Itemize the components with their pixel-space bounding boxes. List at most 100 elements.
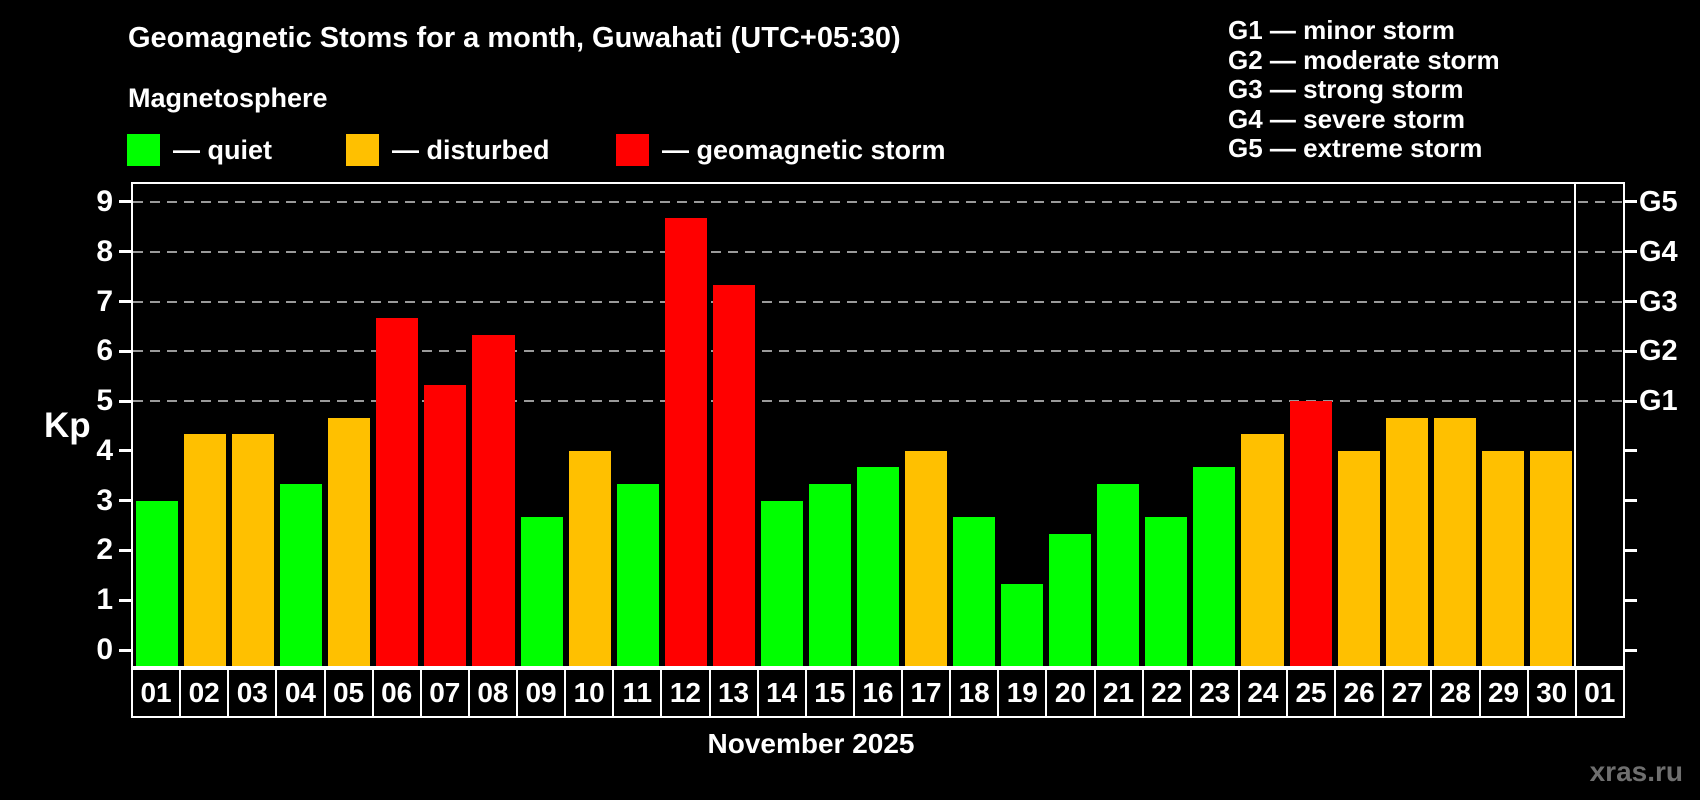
right-axis-label-g1: G1 [1639, 385, 1678, 418]
day-label-text: 30 [1536, 677, 1568, 708]
gridline-kp-8 [133, 250, 1623, 253]
plot-area: 0 1 2 3 4 5 6 7 8 9 G1 G2 G3 G4 G5 [96, 182, 1678, 668]
day-label-text: 05 [332, 677, 365, 708]
day-label-text: 25 [1295, 677, 1327, 708]
legend-label-quiet: — quiet [173, 135, 272, 165]
y-tick-label-1: 1 [96, 583, 113, 617]
legend-item-quiet: — quiet [127, 134, 272, 166]
gridline-kp-6 [133, 350, 1623, 353]
day-label-box-10: 10 [564, 668, 615, 718]
gridline-kp-7 [133, 300, 1623, 303]
kp-bar-day-01 [136, 500, 179, 666]
day-label-text: 08 [477, 677, 509, 708]
kp-bar-day-19 [1001, 583, 1044, 666]
storm-scale-line-g5: G5 — extreme storm [1228, 133, 1483, 163]
y-tick-right-0 [1625, 648, 1637, 652]
day-label-box-20: 20 [1045, 668, 1096, 718]
day-label-box-8: 08 [467, 668, 518, 718]
day-label-box-6: 06 [371, 668, 422, 718]
kp-bar-day-05 [328, 417, 371, 666]
kp-bar-day-17 [905, 450, 948, 666]
y-tick-left-8 [119, 250, 131, 254]
kp-bar-day-03 [232, 434, 275, 666]
y-tick-right-1 [1625, 598, 1637, 602]
kp-bar-day-23 [1193, 467, 1236, 666]
day-label-box-31: 01 [1574, 668, 1625, 718]
day-label-box-9: 09 [516, 668, 567, 718]
y-tick-right-7 [1625, 300, 1637, 304]
day-label-text: 16 [862, 677, 894, 708]
day-label-text: 17 [910, 677, 942, 708]
day-label-box-27: 27 [1382, 668, 1433, 718]
day-label-box-14: 14 [756, 668, 807, 718]
legend-item-disturbed: — disturbed [346, 134, 550, 166]
day-label-box-21: 21 [1093, 668, 1144, 718]
day-label-box-13: 13 [708, 668, 759, 718]
y-tick-left-0 [119, 648, 131, 652]
day-label-box-22: 22 [1141, 668, 1192, 718]
storm-scale-line-g4: G4 — severe storm [1228, 103, 1466, 134]
day-label-text: 27 [1391, 677, 1423, 708]
kp-bar-day-13 [712, 285, 755, 666]
day-label-text: 26 [1343, 677, 1375, 708]
day-label-box-5: 05 [323, 668, 374, 718]
day-label-box-24: 24 [1237, 668, 1288, 718]
kp-bar-day-21 [1097, 484, 1140, 666]
day-label-text: 07 [429, 677, 461, 708]
y-tick-left-5 [119, 399, 131, 403]
day-label-box-19: 19 [997, 668, 1048, 718]
kp-bar-day-08 [472, 334, 515, 666]
legend-swatch-disturbed [346, 134, 379, 166]
kp-bar-day-09 [520, 517, 563, 666]
y-tick-label-4: 4 [96, 433, 113, 467]
day-label-text: 24 [1247, 677, 1279, 708]
day-label-box-29: 29 [1478, 668, 1529, 718]
day-label-box-2: 02 [179, 668, 230, 718]
y-tick-left-7 [119, 300, 131, 304]
legend-label-disturbed: — disturbed [392, 135, 550, 165]
day-label-text: 28 [1439, 677, 1472, 708]
gridline-kp-9 [133, 200, 1623, 203]
day-label-box-18: 18 [949, 668, 1000, 718]
kp-bar-day-28 [1433, 417, 1476, 666]
day-label-text: 02 [188, 677, 220, 708]
day-label-box-1: 01 [131, 668, 182, 718]
day-label-text: 22 [1151, 677, 1183, 708]
y-tick-right-6 [1625, 349, 1637, 353]
day-label-box-3: 03 [227, 668, 278, 718]
kp-bar-day-29 [1481, 450, 1524, 666]
kp-bar-day-27 [1385, 417, 1428, 666]
y-tick-left-3 [119, 499, 131, 503]
day-label-box-30: 30 [1526, 668, 1577, 718]
day-label-box-4: 04 [275, 668, 326, 718]
day-label-text: 03 [236, 677, 268, 708]
day-label-box-11: 11 [612, 668, 663, 718]
storm-scale-legend: G1 — minor storm G2 — moderate storm G3 — … [1228, 15, 1500, 164]
kp-bar-day-07 [424, 384, 467, 666]
chart-title: Geomagnetic Stoms for a month, Guwahati … [128, 22, 901, 54]
x-axis-day-labels: 01 02 03 04 05 06 07 08 09 10 11 12 13 14 15 16 17 18 19 20… [131, 668, 1625, 718]
day-label-text: 18 [958, 677, 990, 708]
day-label-text: 20 [1054, 677, 1087, 708]
kp-bar-day-25 [1289, 401, 1332, 666]
day-label-box-15: 15 [804, 668, 855, 718]
day-label-text: 29 [1487, 677, 1520, 708]
legend-item-storm: — geomagnetic storm [616, 134, 946, 166]
day-label-text: 15 [814, 677, 846, 708]
day-label-text: 01 [1584, 677, 1616, 708]
day-label-text: 10 [573, 677, 605, 708]
y-tick-label-6: 6 [96, 334, 113, 368]
day-label-box-26: 26 [1334, 668, 1385, 718]
right-axis-label-g2: G2 [1639, 335, 1678, 368]
legend-label-storm: — geomagnetic storm [662, 135, 946, 165]
y-tick-label-2: 2 [96, 533, 113, 567]
y-tick-left-1 [119, 598, 131, 602]
day-label-text: 12 [669, 677, 702, 708]
storm-scale-line-g1: G1 — minor storm [1228, 15, 1455, 45]
y-axis-title: Kp [44, 406, 91, 445]
y-tick-right-2 [1625, 548, 1637, 552]
legend-swatch-quiet [127, 134, 160, 166]
x-axis-title: November 2025 [707, 728, 915, 759]
y-tick-label-3: 3 [96, 483, 113, 517]
day-label-text: 19 [1006, 677, 1038, 708]
